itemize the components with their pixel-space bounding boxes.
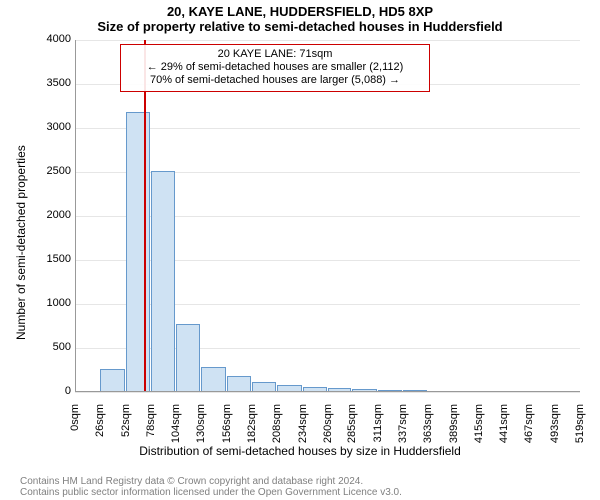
gridline [75,392,580,393]
x-tick-label: 415sqm [473,404,485,454]
x-tick-label: 311sqm [372,404,384,454]
y-tick-label: 2000 [21,209,71,221]
y-tick-label: 1000 [21,297,71,309]
histogram-bar [227,376,251,392]
x-tick-label: 78sqm [145,404,157,454]
annotation-box: 20 KAYE LANE: 71sqm ← 29% of semi-detach… [120,44,430,92]
y-tick-label: 500 [21,341,71,353]
x-tick-label: 0sqm [69,404,81,454]
x-tick-label: 285sqm [346,404,358,454]
footer-line2: Contains public sector information licen… [20,487,402,498]
footer-line1: Contains HM Land Registry data © Crown c… [20,476,402,487]
histogram-bar [151,171,175,392]
gridline [75,128,580,129]
y-tick-label: 0 [21,385,71,397]
y-tick-label: 4000 [21,33,71,45]
y-tick-label: 1500 [21,253,71,265]
annotation-line3: 70% of semi-detached houses are larger (… [127,74,423,87]
x-tick-label: 208sqm [271,404,283,454]
annotation-line2: ← 29% of semi-detached houses are smalle… [127,61,423,74]
y-axis-line [75,40,76,392]
x-tick-label: 389sqm [448,404,460,454]
x-tick-label: 493sqm [549,404,561,454]
histogram-bar [126,112,150,392]
histogram-bar [100,369,124,392]
gridline [75,40,580,41]
x-tick-label: 519sqm [574,404,586,454]
chart-plot-area [75,40,580,392]
x-axis-line [75,391,580,392]
y-tick-label: 3500 [21,77,71,89]
x-tick-label: 182sqm [246,404,258,454]
chart-title-line2: Size of property relative to semi-detach… [0,19,600,34]
y-tick-label: 2500 [21,165,71,177]
x-tick-label: 234sqm [297,404,309,454]
histogram-bar [176,324,200,392]
x-tick-label: 26sqm [94,404,106,454]
x-tick-label: 467sqm [523,404,535,454]
x-tick-label: 130sqm [195,404,207,454]
x-tick-label: 260sqm [322,404,334,454]
chart-title-line1: 20, KAYE LANE, HUDDERSFIELD, HD5 8XP [0,0,600,19]
x-tick-label: 104sqm [170,404,182,454]
x-tick-label: 441sqm [498,404,510,454]
annotation-line1: 20 KAYE LANE: 71sqm [127,48,423,61]
x-tick-label: 363sqm [422,404,434,454]
x-tick-label: 337sqm [397,404,409,454]
y-tick-label: 3000 [21,121,71,133]
footer-attribution: Contains HM Land Registry data © Crown c… [20,476,402,498]
x-tick-label: 156sqm [221,404,233,454]
property-marker-line [144,40,146,392]
histogram-bar [201,367,225,392]
x-tick-label: 52sqm [120,404,132,454]
